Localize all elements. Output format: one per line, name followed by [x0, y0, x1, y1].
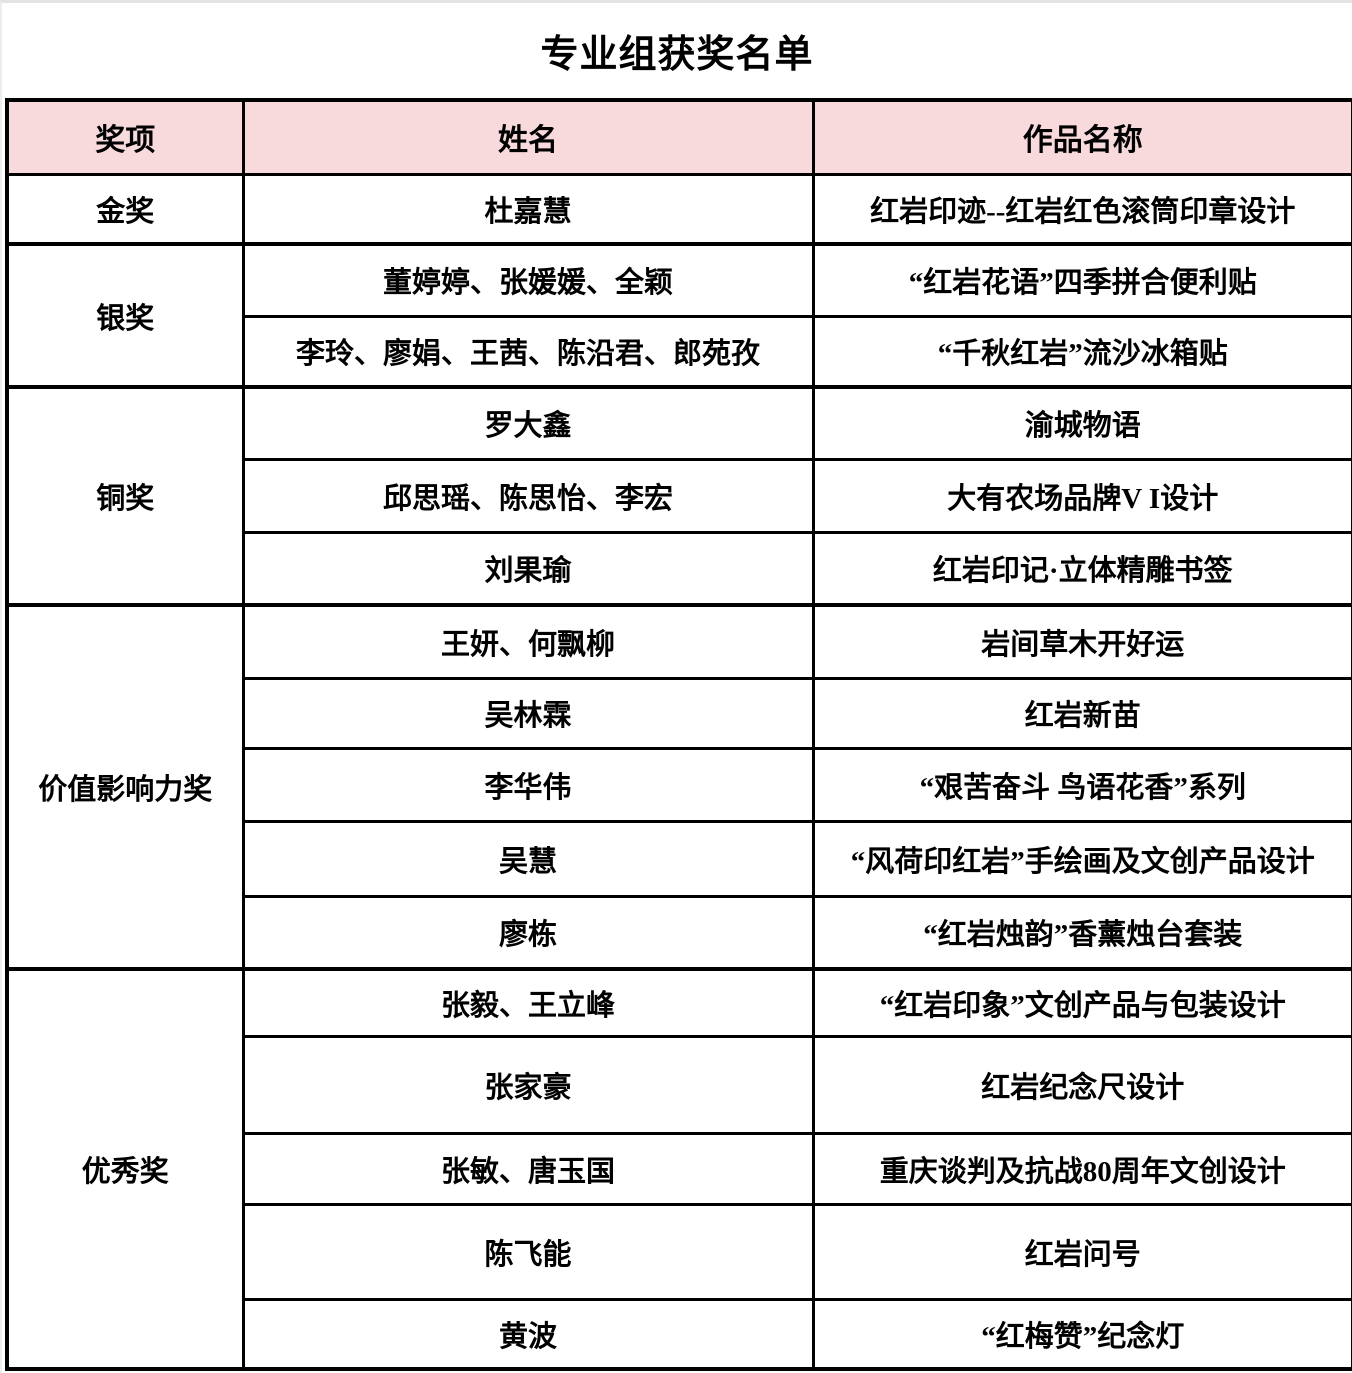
column-header-award: 奖项: [5, 98, 245, 176]
award-cell: 优秀奖: [5, 967, 245, 1371]
work-cell: “红岩花语”四季拼合便利贴: [811, 242, 1352, 318]
name-cell: 张毅、王立峰: [241, 967, 815, 1038]
work-cell: “艰苦奋斗 鸟语花香”系列: [811, 746, 1352, 823]
name-cell: 李华伟: [241, 746, 815, 823]
name-cell: 杜嘉慧: [241, 172, 815, 246]
name-cell: 廖栋: [241, 894, 815, 971]
work-cell: 红岩纪念尺设计: [811, 1034, 1352, 1135]
name-cell: 吴林霖: [241, 676, 815, 750]
table-row: 陈飞能 红岩问号: [7, 1202, 1352, 1301]
awards-table: 奖项 姓名 作品名称 金奖 杜嘉慧 红岩印迹--红岩红色滚筒印章设计 银奖 董婷婷、张媛…: [5, 98, 1352, 1371]
table-row: 邱思瑶、陈思怡、李宏 大有农场品牌V I设计: [7, 457, 1352, 534]
header-row: 奖项 姓名 作品名称: [5, 98, 1352, 176]
work-cell: “红梅赞”纪念灯: [811, 1297, 1352, 1371]
work-cell: “风荷印红岩”手绘画及文创产品设计: [811, 819, 1352, 898]
table-row: 优秀奖 张毅、王立峰 “红岩印象”文创产品与包装设计: [5, 967, 1352, 1371]
table-row: 吴慧 “风荷印红岩”手绘画及文创产品设计: [7, 819, 1352, 898]
title-bar: 专业组获奖名单: [2, 3, 1352, 98]
page-title: 专业组获奖名单: [540, 34, 814, 76]
award-cell: 金奖: [5, 172, 245, 246]
work-cell: “红岩烛韵”香薰烛台套装: [811, 894, 1352, 971]
table-row: 金奖 杜嘉慧 红岩印迹--红岩红色滚筒印章设计: [5, 172, 1352, 246]
work-cell: 渝城物语: [811, 385, 1352, 461]
table-row: 张敏、唐玉国 重庆谈判及抗战80周年文创设计: [7, 1131, 1352, 1206]
table-row: 廖栋 “红岩烛韵”香薰烛台套装: [7, 894, 1352, 971]
work-cell: 红岩问号: [811, 1202, 1352, 1301]
name-cell: 王妍、何飘柳: [241, 603, 815, 680]
table-row: 张家豪 红岩纪念尺设计: [7, 1034, 1352, 1135]
work-cell: 大有农场品牌V I设计: [811, 457, 1352, 534]
name-cell: 邱思瑶、陈思怡、李宏: [241, 457, 815, 534]
column-header-work: 作品名称: [811, 98, 1352, 176]
awards-table-body: 金奖 杜嘉慧 红岩印迹--红岩红色滚筒印章设计 银奖 董婷婷、张媛媛、全颖 “红岩花语”四…: [5, 172, 1352, 1371]
table-row: 李华伟 “艰苦奋斗 鸟语花香”系列: [7, 746, 1352, 823]
table-row: 吴林霖 红岩新苗: [7, 676, 1352, 750]
name-cell: 吴慧: [241, 819, 815, 898]
table-row: 价值影响力奖 王妍、何飘柳 岩间草木开好运: [5, 603, 1352, 971]
name-cell: 董婷婷、张媛媛、全颖: [241, 242, 815, 318]
table-row: 李玲、廖娟、王茜、陈沿君、郎苑孜 “千秋红岩”流沙冰箱贴: [7, 314, 1352, 389]
award-cell: 银奖: [5, 242, 245, 389]
name-cell: 黄波: [241, 1297, 815, 1371]
name-cell: 李玲、廖娟、王茜、陈沿君、郎苑孜: [241, 314, 815, 389]
name-cell: 张家豪: [241, 1034, 815, 1135]
work-cell: “红岩印象”文创产品与包装设计: [811, 967, 1352, 1038]
work-cell: 红岩新苗: [811, 676, 1352, 750]
work-cell: 重庆谈判及抗战80周年文创设计: [811, 1131, 1352, 1206]
work-cell: 红岩印迹--红岩红色滚筒印章设计: [811, 172, 1352, 246]
work-cell: 岩间草木开好运: [811, 603, 1352, 680]
column-header-name: 姓名: [241, 98, 815, 176]
awards-table-header: 奖项 姓名 作品名称: [5, 98, 1352, 176]
table-row: 银奖 董婷婷、张媛媛、全颖 “红岩花语”四季拼合便利贴: [5, 242, 1352, 389]
table-row: 刘果瑜 红岩印记·立体精雕书签: [7, 530, 1352, 607]
work-cell: “千秋红岩”流沙冰箱贴: [811, 314, 1352, 389]
work-cell: 红岩印记·立体精雕书签: [811, 530, 1352, 607]
name-cell: 张敏、唐玉国: [241, 1131, 815, 1206]
name-cell: 陈飞能: [241, 1202, 815, 1301]
name-cell: 罗大鑫: [241, 385, 815, 461]
table-row: 黄波 “红梅赞”纪念灯: [7, 1297, 1352, 1371]
award-cell: 铜奖: [5, 385, 245, 607]
table-row: 铜奖 罗大鑫 渝城物语: [5, 385, 1352, 607]
award-cell: 价值影响力奖: [5, 603, 245, 971]
name-cell: 刘果瑜: [241, 530, 815, 607]
